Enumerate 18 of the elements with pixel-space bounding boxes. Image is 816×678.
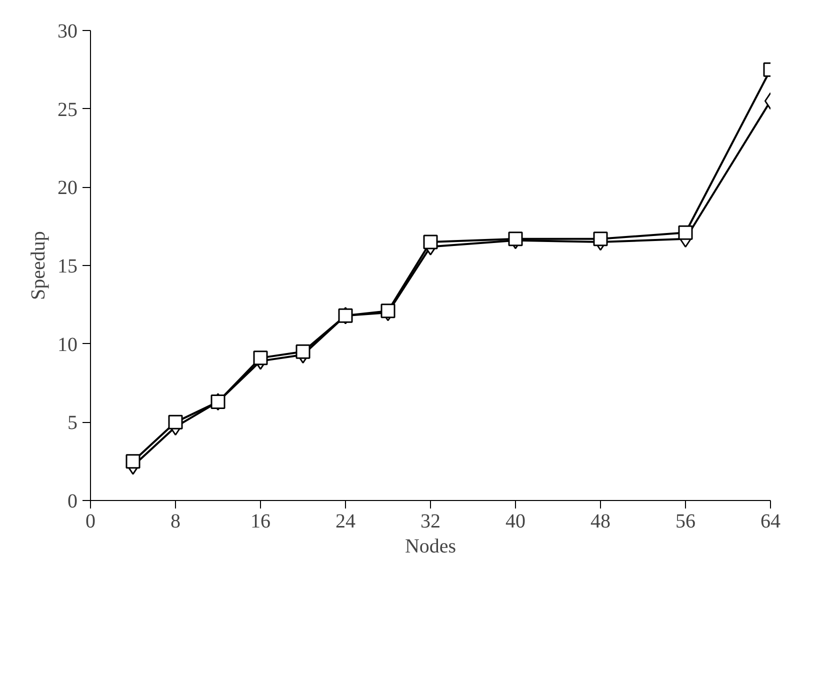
x-tick-label: 24 [336, 510, 356, 532]
y-tick-label: 20 [58, 177, 78, 200]
y-tick-label: 15 [58, 256, 78, 278]
x-tick-label: 64 [760, 510, 780, 532]
y-tick-label: 0 [68, 490, 78, 512]
x-tick-label: 8 [170, 510, 180, 532]
y-tick-label: 30 [58, 20, 78, 42]
x-axis-title: Nodes [404, 536, 456, 558]
y-tick-label: 10 [58, 334, 78, 356]
x-tick-label: 0 [86, 510, 96, 532]
y-tick-label: 25 [58, 98, 78, 121]
x-tick-label: 16 [250, 510, 270, 532]
x-tick-label: 40 [506, 510, 526, 532]
x-tick-label: 56 [676, 510, 696, 532]
x-tick-label: 48 [590, 510, 610, 532]
y-axis-title: Speedup [28, 231, 50, 300]
x-tick-label: 32 [420, 510, 440, 532]
y-tick-label: 5 [68, 412, 78, 434]
